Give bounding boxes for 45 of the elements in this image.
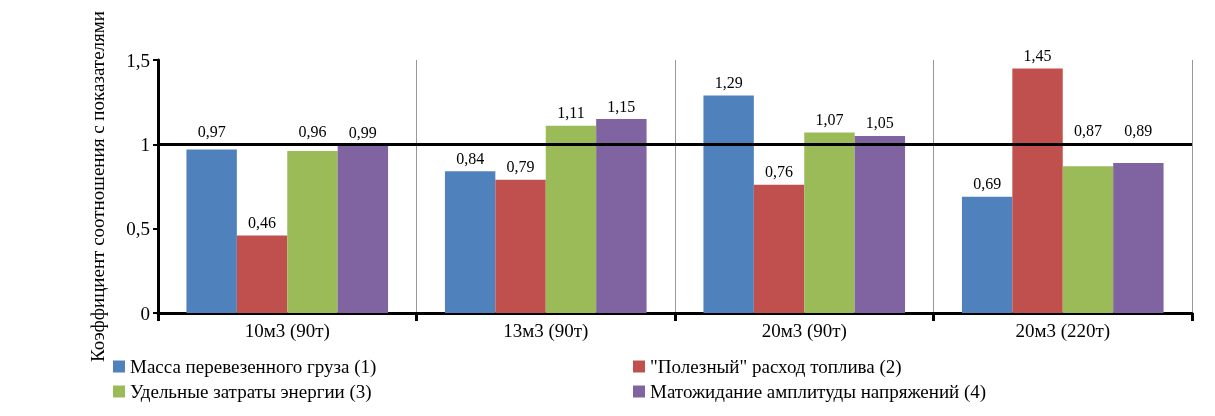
data-label: 0,87 (1073, 121, 1102, 139)
data-label: 0,76 (765, 163, 794, 181)
data-label: 0,89 (1124, 122, 1153, 140)
legend-label: Матожидание амплитуды напряжений (4) (650, 381, 987, 403)
data-label: 1,15 (607, 97, 636, 115)
bar (596, 119, 647, 313)
x-tick-label: 20м3 (90т) (761, 320, 847, 342)
bar (545, 125, 597, 313)
data-label: 0,97 (197, 123, 226, 141)
y-tick-label: 0 (140, 302, 150, 324)
data-label: 0,84 (456, 149, 485, 167)
bar (444, 171, 496, 313)
bar (287, 151, 338, 313)
data-label: 1,45 (1023, 46, 1052, 64)
bar (854, 135, 906, 313)
data-label: 0,99 (348, 123, 377, 141)
y-axis-title: Коэффициент соотношения с показателями (86, 10, 108, 363)
bar (804, 132, 855, 313)
y-tick-label: 1 (140, 133, 150, 155)
legend-label: "Полезный" расход топлива (2) (650, 356, 902, 378)
bar (753, 184, 805, 313)
data-label: 0,96 (298, 123, 327, 141)
y-tick-label: 1,5 (126, 49, 150, 71)
data-label: 0,46 (248, 213, 277, 231)
data-label: 1,29 (714, 73, 743, 91)
data-label: 1,07 (815, 111, 844, 129)
bar (337, 146, 389, 313)
data-label: 0,79 (506, 158, 535, 176)
bar (1113, 162, 1164, 313)
bar (495, 179, 546, 313)
bar (186, 149, 237, 313)
x-tick-label: 20м3 (220т) (1015, 320, 1111, 342)
bar (961, 196, 1013, 313)
bar (703, 95, 754, 313)
legend-label: Масса перевезенного груза (1) (130, 356, 377, 378)
data-label: 1,11 (557, 104, 585, 122)
bar (1012, 68, 1063, 313)
x-tick-label: 10м3 (90т) (244, 320, 330, 342)
x-tick-label: 13м3 (90т) (503, 320, 589, 342)
bar (1062, 166, 1114, 313)
y-tick-label: 0,5 (126, 218, 150, 240)
data-label: 1,05 (865, 114, 894, 132)
bar (236, 235, 288, 313)
data-label: 0,69 (973, 175, 1002, 193)
legend-label: Удельные затраты энергии (3) (130, 381, 372, 403)
